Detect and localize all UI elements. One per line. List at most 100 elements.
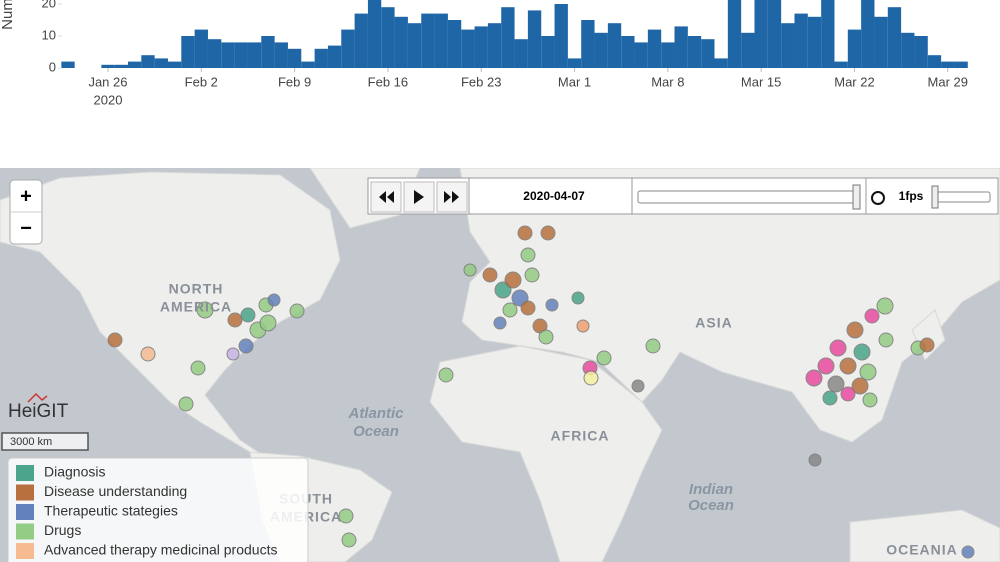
legend-swatch xyxy=(16,465,34,481)
x-tick-label: Mar 1 xyxy=(558,74,591,89)
marker xyxy=(859,363,877,381)
bar xyxy=(301,61,315,68)
bar xyxy=(247,42,262,68)
bar xyxy=(901,32,915,68)
marker xyxy=(267,293,281,307)
legend-label: Diagnosis xyxy=(44,464,105,480)
zoom-in[interactable]: + xyxy=(20,185,32,207)
continent-label: NORTH xyxy=(169,281,224,297)
marker xyxy=(107,332,123,348)
bar xyxy=(527,10,542,68)
marker xyxy=(482,267,498,283)
continent-label: AFRICA xyxy=(551,428,610,444)
bar xyxy=(367,0,382,69)
markers xyxy=(107,225,975,559)
bar xyxy=(727,0,742,68)
bar xyxy=(234,42,248,68)
map: NORTH AMERICA SOUTH AMERICA Atlantic Oce… xyxy=(0,168,1000,562)
marker xyxy=(631,379,645,393)
marker xyxy=(545,298,559,312)
bar xyxy=(394,16,408,68)
ocean-label: Indian xyxy=(689,481,733,498)
ocean-label: Ocean xyxy=(353,423,399,440)
marker xyxy=(827,375,845,393)
marker xyxy=(839,357,857,375)
marker xyxy=(289,303,305,319)
zoom-out[interactable]: − xyxy=(20,217,32,239)
bar xyxy=(327,45,342,68)
marker xyxy=(853,343,871,361)
zoom-control: + − xyxy=(9,179,43,245)
bar xyxy=(887,7,902,68)
bar xyxy=(314,48,328,68)
marker xyxy=(190,360,206,376)
bar xyxy=(514,39,528,68)
bar xyxy=(954,61,968,68)
bar xyxy=(541,36,555,68)
bar xyxy=(381,7,395,68)
marker xyxy=(817,357,835,375)
bar xyxy=(927,55,942,68)
bar xyxy=(607,23,622,68)
bar xyxy=(794,13,808,69)
bar xyxy=(461,29,475,69)
x-tick-label: Feb 16 xyxy=(368,74,408,89)
marker xyxy=(851,377,869,395)
bar xyxy=(687,36,702,68)
speed-icon xyxy=(871,191,885,205)
marker xyxy=(846,321,864,339)
bar xyxy=(807,16,822,68)
bar xyxy=(741,32,755,68)
x-tick-year: 2020 xyxy=(94,92,123,107)
continent-label: ASIA xyxy=(695,315,732,331)
marker xyxy=(240,307,256,323)
x-tick-label: Mar 8 xyxy=(651,74,684,89)
legend-label: Advanced therapy medicinal products xyxy=(44,542,277,558)
bar xyxy=(594,32,608,68)
x-tick-label: Mar 29 xyxy=(928,74,968,89)
ocean-label: Atlantic xyxy=(347,405,404,422)
marker xyxy=(502,302,518,318)
bar xyxy=(61,61,75,68)
time-slider[interactable] xyxy=(637,190,861,204)
x-tick-label: Feb 2 xyxy=(185,74,218,89)
x-tick-label: Feb 9 xyxy=(278,74,311,89)
bar xyxy=(847,29,862,69)
marker xyxy=(878,332,894,348)
x-tick-label: Mar 15 xyxy=(741,74,781,89)
marker xyxy=(226,347,240,361)
legend-swatch xyxy=(16,543,34,559)
marker xyxy=(517,225,533,241)
marker xyxy=(504,271,522,289)
continent-label: OCEANIA xyxy=(886,542,958,558)
marker xyxy=(259,314,277,332)
marker xyxy=(862,392,878,408)
legend-box xyxy=(7,457,309,562)
marker xyxy=(196,301,214,319)
bar xyxy=(421,13,435,69)
speed-slider[interactable] xyxy=(931,191,991,203)
scale-label: 3000 km xyxy=(10,436,52,448)
bar xyxy=(701,39,715,68)
bar xyxy=(767,0,782,68)
legend-label: Therapeutic stategies xyxy=(44,503,178,519)
bar xyxy=(941,61,955,68)
bar xyxy=(861,0,875,68)
legend-label: Drugs xyxy=(44,522,81,538)
bar xyxy=(874,16,888,68)
marker xyxy=(583,370,599,386)
time-control: 2020-04-07 1fps xyxy=(367,177,999,215)
marker xyxy=(178,396,194,412)
bar xyxy=(221,42,235,68)
marker xyxy=(645,338,661,354)
bar xyxy=(274,42,288,68)
bar xyxy=(167,61,182,68)
marker xyxy=(822,390,838,406)
marker xyxy=(571,291,585,305)
bar xyxy=(141,55,155,68)
bar xyxy=(434,13,448,69)
bar xyxy=(661,42,675,68)
marker xyxy=(140,346,156,362)
